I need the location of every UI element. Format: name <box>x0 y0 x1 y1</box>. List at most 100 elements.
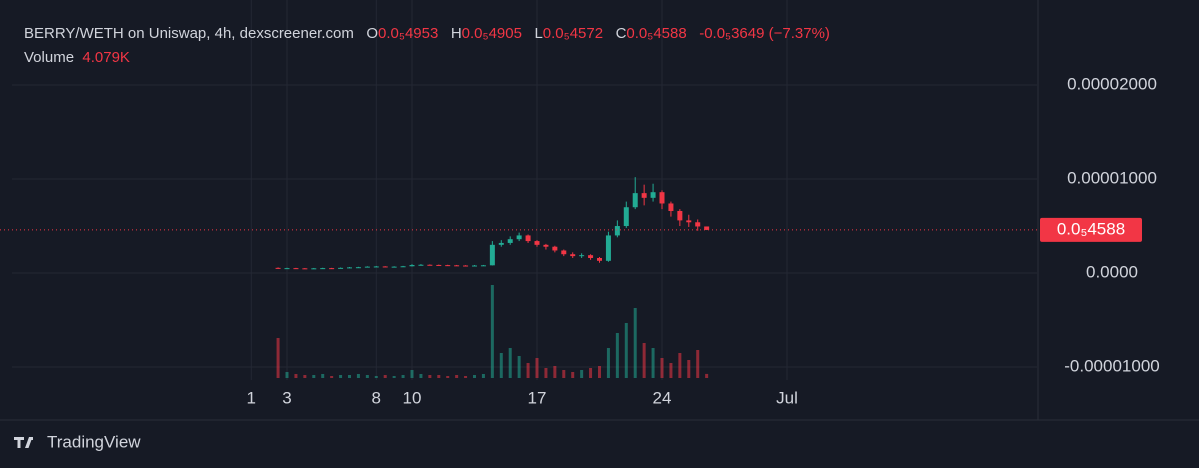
volume-bar <box>499 353 503 378</box>
legend-value: 0.0₅4572 <box>542 25 604 42</box>
price-label: 0.0₅4588 <box>1057 219 1125 238</box>
volume-bar <box>401 375 405 378</box>
x-tick-label: Jul <box>776 388 798 407</box>
candle-body <box>588 255 594 258</box>
brand-name: TradingView <box>47 432 141 451</box>
candle-body <box>686 220 692 223</box>
candle-body <box>472 265 477 267</box>
candle-body <box>695 222 701 227</box>
candle-body <box>704 226 710 230</box>
volume-bar <box>374 376 378 378</box>
candle-body <box>364 266 370 268</box>
volume-bar <box>508 348 512 378</box>
volume-bar <box>535 358 539 378</box>
volume-bar <box>580 370 584 378</box>
y-tick-label: 0.0000 <box>1086 263 1138 282</box>
candle-body <box>445 265 451 267</box>
volume-bar <box>490 285 494 378</box>
candle-body <box>463 265 469 267</box>
candle-body <box>427 264 433 266</box>
volume-bar <box>517 356 521 378</box>
volume-bar <box>598 366 601 378</box>
candle-body <box>355 267 361 269</box>
ohlc-legend: BERRY/WETH on Uniswap, 4h, dexscreener.c… <box>24 25 830 42</box>
volume-bar <box>544 368 548 378</box>
x-tick-label: 8 <box>372 388 381 407</box>
candle-body <box>597 257 602 261</box>
volume-bar <box>615 333 619 378</box>
volume-bar <box>562 370 566 378</box>
candle-body <box>489 244 495 266</box>
volume-bar <box>705 373 709 378</box>
candle-body <box>391 266 397 268</box>
candle-body <box>677 210 683 221</box>
candle-body <box>284 268 290 270</box>
volume-bar <box>526 363 530 378</box>
volume-bar <box>348 375 351 378</box>
candle-body <box>579 255 585 257</box>
legend-value: 4.079K <box>82 49 130 66</box>
candle-body <box>373 266 379 268</box>
volume-bar <box>419 374 423 378</box>
x-tick-label: 10 <box>403 388 422 407</box>
candle-body <box>659 192 665 204</box>
legend-value: 0.0₅4905 <box>461 25 522 42</box>
volume-bar <box>303 375 307 378</box>
candle-body <box>320 268 326 270</box>
volume-bar <box>312 375 316 378</box>
volume-bar <box>365 375 369 378</box>
candle-body <box>650 192 656 198</box>
volume-bar <box>294 374 298 378</box>
candle-body <box>543 244 549 247</box>
x-tick-label: 17 <box>528 388 547 407</box>
candle-body <box>311 268 317 270</box>
candle-body <box>436 264 442 266</box>
candle-body <box>525 235 531 242</box>
volume-bar <box>276 338 280 378</box>
candle-body <box>561 250 567 255</box>
legend-value: 0.0₅4953 <box>378 25 439 42</box>
volume-bar <box>651 348 655 378</box>
candle-body <box>293 268 299 270</box>
candle-body <box>409 265 415 267</box>
y-tick-label: -0.00001000 <box>1064 357 1159 376</box>
volume-bar <box>356 374 360 378</box>
candle-body <box>516 235 522 240</box>
candle-body <box>641 193 647 198</box>
candle-body <box>418 264 424 266</box>
y-tick-label: 0.00001000 <box>1067 169 1157 188</box>
volume-bar <box>624 323 628 378</box>
volume-bar <box>633 308 637 378</box>
volume-bar <box>321 374 325 378</box>
title: BERRY/WETH on Uniswap, 4h, dexscreener.c… <box>24 25 354 42</box>
volume-bar <box>464 376 468 378</box>
volume-legend: Volume 4.079K <box>24 49 130 66</box>
volume-bar <box>571 372 575 378</box>
volume-bar <box>437 375 441 378</box>
candle-body <box>614 226 620 236</box>
candle-body <box>347 267 352 269</box>
candle-body <box>480 265 486 267</box>
volume-bar <box>339 375 343 378</box>
volume-bar <box>446 376 450 378</box>
brand-logo <box>14 437 33 448</box>
volume-bar <box>553 366 557 378</box>
volume-bar <box>455 375 459 378</box>
candle-body <box>275 267 281 269</box>
volume-bar <box>606 348 610 378</box>
y-tick-label: 0.00002000 <box>1067 75 1157 94</box>
legend-key: L <box>534 25 543 42</box>
legend-value: 0.0₅4588 <box>626 25 687 42</box>
candle-body <box>454 265 460 267</box>
volume-bar <box>687 360 691 378</box>
legend-key: H <box>450 25 462 42</box>
candle-body <box>329 268 335 270</box>
legend-change: -0.0₅3649 (−7.37%) <box>699 25 830 42</box>
volume-bar <box>642 343 646 378</box>
candle-body <box>570 254 576 257</box>
volume-bar <box>589 368 593 378</box>
legend-key: C <box>615 25 627 42</box>
candle-body <box>668 203 674 211</box>
volume-bar <box>678 353 682 378</box>
